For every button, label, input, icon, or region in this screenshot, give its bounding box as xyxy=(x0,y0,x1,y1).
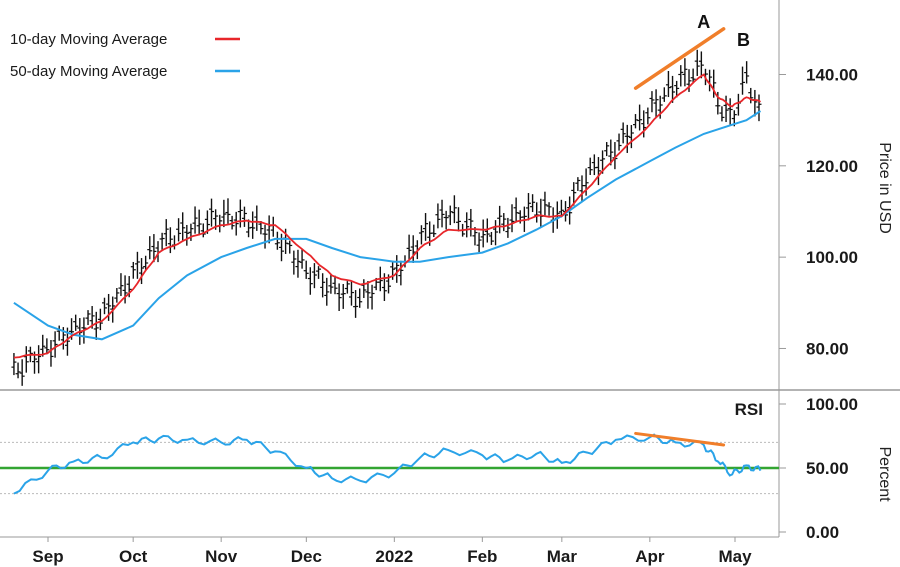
xtick-label: Feb xyxy=(467,547,497,566)
annotation-a: A xyxy=(697,12,710,32)
price-trendline xyxy=(633,27,726,90)
xtick-label: Dec xyxy=(291,547,322,566)
rsi-axis-title: Percent xyxy=(876,446,893,502)
xtick-label: May xyxy=(718,547,752,566)
xtick-label: Nov xyxy=(205,547,238,566)
price-ytick-label: 80.00 xyxy=(806,339,849,358)
price-ytick-label: 100.00 xyxy=(806,248,858,267)
annotation-b: B xyxy=(737,30,750,50)
rsi-trendline xyxy=(634,431,726,447)
xtick-label: Apr xyxy=(635,547,665,566)
price-axis-title: Price in USD xyxy=(876,142,893,234)
xtick-label: Mar xyxy=(547,547,578,566)
rsi-line xyxy=(13,433,762,495)
ma10-line xyxy=(13,73,761,359)
xtick-label: 2022 xyxy=(375,547,413,566)
rsi-ytick-label: 100.00 xyxy=(806,395,858,414)
rsi-title: RSI xyxy=(735,400,763,419)
ma50-line xyxy=(13,110,762,341)
rsi-ytick-label: 0.00 xyxy=(806,523,839,542)
legend-label: 50-day Moving Average xyxy=(10,63,167,80)
xtick-label: Sep xyxy=(32,547,63,566)
rsi-ytick-label: 50.00 xyxy=(806,459,849,478)
price-ytick-label: 140.00 xyxy=(806,65,858,84)
price-ytick-label: 120.00 xyxy=(806,157,858,176)
legend-label: 10-day Moving Average xyxy=(10,31,167,48)
xtick-label: Oct xyxy=(119,547,148,566)
